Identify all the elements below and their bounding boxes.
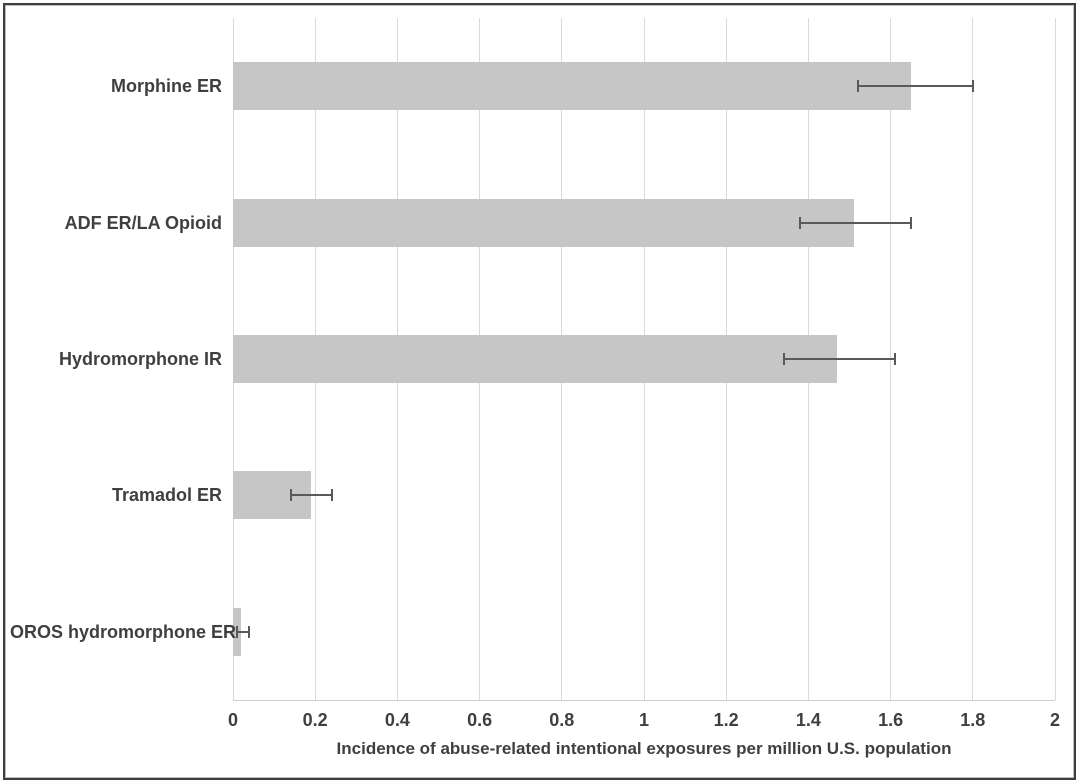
error-bar-cap-low-hydromorphone-ir <box>782 353 785 365</box>
bar-morphine-er <box>233 62 912 111</box>
error-bar-hydromorphone-ir <box>783 358 895 360</box>
error-bar-cap-high-tramadol-er <box>330 489 333 502</box>
error-bar-cap-low-morphine-er <box>856 80 859 93</box>
x-tick-0.2: 0.2 <box>302 710 328 730</box>
error-bar-cap-low-tramadol-er <box>289 489 292 502</box>
chart-frame <box>3 3 1076 780</box>
x-tick-1: 1 <box>638 710 649 730</box>
error-bar-cap-high-morphine-er <box>971 80 974 93</box>
gridline-2 <box>1054 18 1056 700</box>
error-bar-morphine-er <box>857 85 973 88</box>
error-bar-oros-hydromorphone-er <box>237 630 250 633</box>
x-tick-1.4: 1.4 <box>795 710 821 730</box>
error-bar-cap-high-adf-er-la-opioid <box>910 216 913 229</box>
error-bar-tramadol-er <box>290 494 332 497</box>
category-label-adf-er-la-opioid: ADF ER/LA Opioid <box>64 212 222 233</box>
x-tick-0.8: 0.8 <box>549 710 575 730</box>
error-bar-cap-low-adf-er-la-opioid <box>799 216 802 229</box>
x-tick-0.4: 0.4 <box>384 710 410 730</box>
error-bar-cap-high-hydromorphone-ir <box>893 353 896 365</box>
error-bar-cap-high-oros-hydromorphone-er <box>248 625 251 638</box>
error-bar-adf-er-la-opioid <box>800 221 912 224</box>
x-tick-1.2: 1.2 <box>713 710 739 730</box>
bar-hydromorphone-ir <box>233 335 838 383</box>
x-tick-0: 0 <box>227 710 238 730</box>
category-label-tramadol-er: Tramadol ER <box>111 485 222 506</box>
error-bar-cap-low-oros-hydromorphone-er <box>236 625 239 638</box>
category-label-hydromorphone-ir: Hydromorphone IR <box>58 349 222 369</box>
x-tick-1.8: 1.8 <box>960 710 986 730</box>
category-label-oros-hydromorphone-er: OROS hydromorphone ER <box>10 621 237 642</box>
x-tick-2: 2 <box>1049 710 1060 730</box>
x-tick-0.6: 0.6 <box>467 710 493 730</box>
bar-adf-er-la-opioid <box>233 198 854 247</box>
x-tick-1.6: 1.6 <box>878 710 904 730</box>
x-axis-title: Incidence of abuse-related intentional e… <box>336 739 952 758</box>
category-label-morphine-er: Morphine ER <box>111 76 222 97</box>
x-axis-line <box>233 700 1055 701</box>
gridline-1.8 <box>972 18 974 700</box>
